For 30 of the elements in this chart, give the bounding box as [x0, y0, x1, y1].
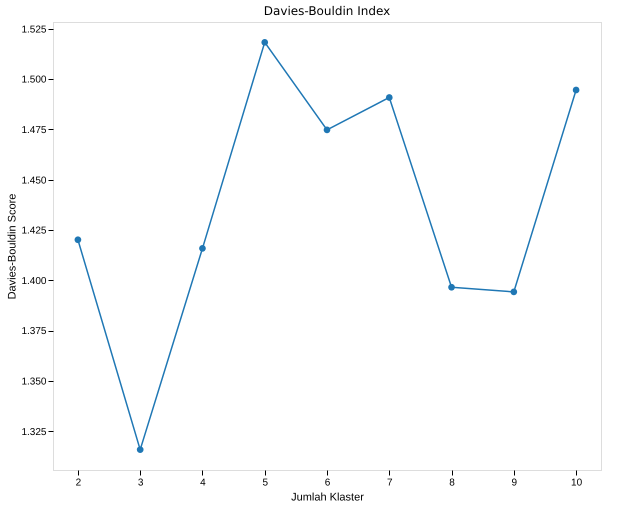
x-tick-label: 6 [324, 478, 331, 488]
y-tick-label: 1.375 [21, 326, 47, 338]
point [386, 94, 393, 101]
x-axis-title: Jumlah Klaster [291, 492, 364, 504]
x-tick-label: 4 [200, 478, 206, 488]
chart-title: Davies-Bouldin Index [264, 4, 390, 18]
x-tick-label: 8 [449, 478, 456, 488]
point [74, 236, 82, 244]
y-tick-label: 1.500 [21, 74, 47, 86]
x-tick-label: 5 [262, 478, 268, 488]
x-tick-label: 10 [571, 478, 583, 488]
y-tick-label: 1.425 [21, 226, 47, 237]
x-tick-label: 3 [138, 478, 144, 488]
x-tick-label: 9 [512, 478, 518, 488]
y-tick-label: 1.325 [21, 426, 47, 438]
point [448, 284, 455, 291]
point [136, 446, 144, 454]
point [324, 126, 330, 134]
point [572, 86, 580, 94]
point [199, 245, 206, 252]
y-tick-label: 1.475 [21, 124, 47, 136]
y-axis-title: Davies-Bouldin Score [6, 194, 18, 300]
point [261, 38, 268, 46]
point [510, 288, 518, 296]
x-tick-label: 2 [76, 478, 82, 488]
y-tick-label: 1.350 [21, 376, 47, 388]
x-tick-label: 7 [386, 478, 393, 488]
y-tick-label: 1.450 [21, 175, 47, 186]
y-tick-label: 1.525 [21, 24, 47, 36]
y-tick-label: 1.400 [21, 276, 47, 287]
